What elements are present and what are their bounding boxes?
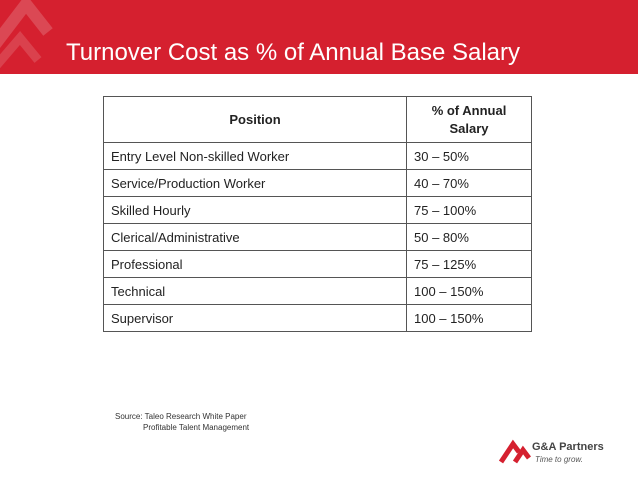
cell-position: Supervisor (103, 304, 407, 332)
source-note: Source: Taleo Research White Paper Profi… (115, 411, 249, 433)
table-row: Service/Production Worker 40 – 70% (103, 169, 532, 197)
cell-pct: 100 – 150% (406, 277, 532, 305)
cell-position: Clerical/Administrative (103, 223, 407, 251)
cell-pct: 30 – 50% (406, 142, 532, 170)
table-row: Technical 100 – 150% (103, 277, 532, 305)
cell-position: Service/Production Worker (103, 169, 407, 197)
table-header-row: Position % of Annual Salary (103, 96, 532, 143)
cell-pct: 100 – 150% (406, 304, 532, 332)
ga-partners-logo-icon (498, 439, 531, 464)
cell-pct: 75 – 100% (406, 196, 532, 224)
table-row: Skilled Hourly 75 – 100% (103, 196, 532, 224)
cell-position: Technical (103, 277, 407, 305)
table-row: Supervisor 100 – 150% (103, 304, 532, 332)
page-title: Turnover Cost as % of Annual Base Salary (66, 39, 521, 66)
cell-pct: 75 – 125% (406, 250, 532, 278)
column-header-position: Position (103, 96, 407, 143)
company-logo: G&A Partners Time to grow. (497, 438, 617, 468)
cell-position: Skilled Hourly (103, 196, 407, 224)
cell-position: Entry Level Non-skilled Worker (103, 142, 407, 170)
title-banner: Turnover Cost as % of Annual Base Salary (0, 0, 638, 74)
source-line-1: Source: Taleo Research White Paper (115, 412, 247, 421)
cell-pct: 40 – 70% (406, 169, 532, 197)
cell-pct: 50 – 80% (406, 223, 532, 251)
source-line-2: Profitable Talent Management (143, 423, 250, 432)
turnover-cost-table: Position % of Annual Salary Entry Level … (103, 96, 532, 332)
cell-position: Professional (103, 250, 407, 278)
table-row: Entry Level Non-skilled Worker 30 – 50% (103, 142, 532, 170)
table-row: Professional 75 – 125% (103, 250, 532, 278)
table-row: Clerical/Administrative 50 – 80% (103, 223, 532, 251)
logo-tagline: Time to grow. (535, 455, 583, 464)
banner-logo-watermark-icon (0, 0, 53, 69)
column-header-pct: % of Annual Salary (406, 96, 532, 143)
logo-name: G&A Partners (532, 441, 604, 453)
